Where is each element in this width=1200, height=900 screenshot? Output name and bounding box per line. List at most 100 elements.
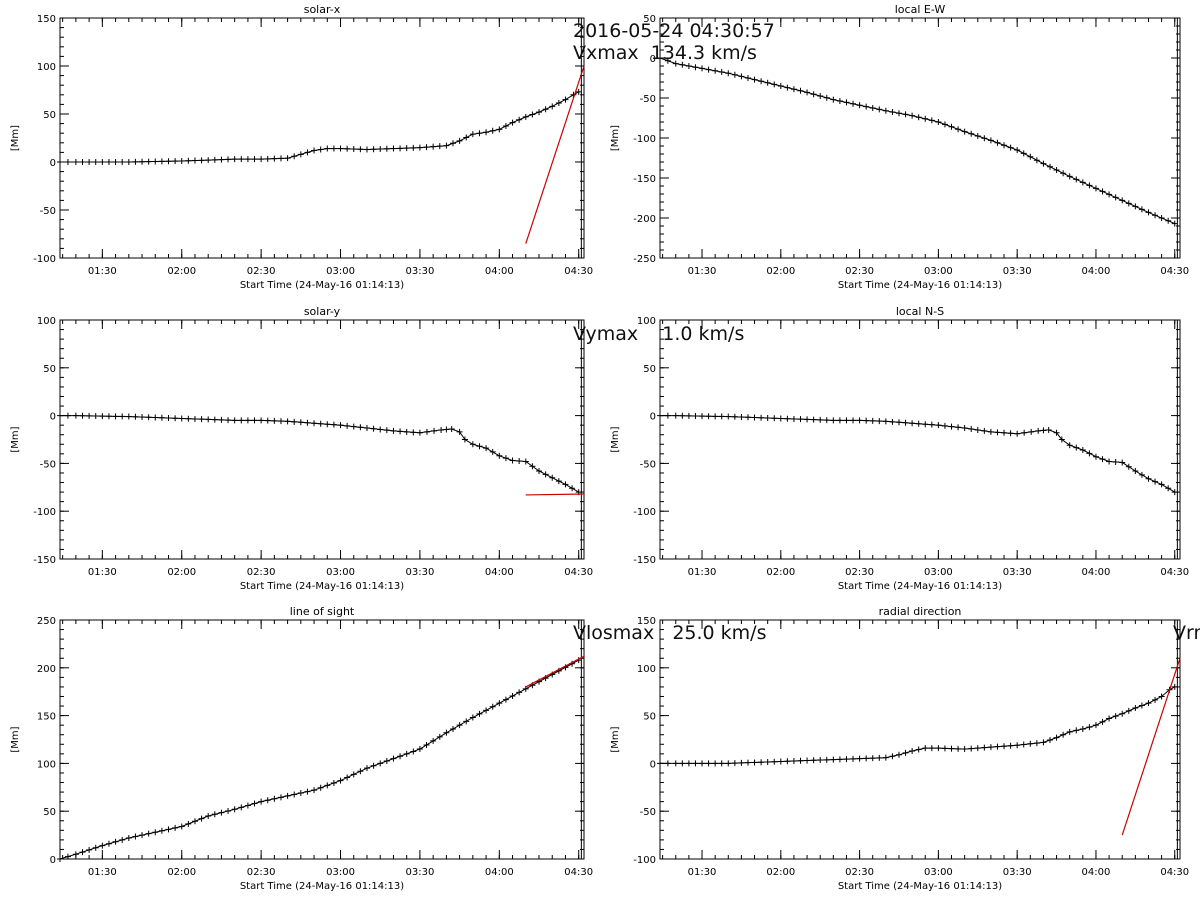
data-point — [935, 422, 942, 429]
data-point — [1073, 444, 1080, 451]
series-line — [660, 415, 1175, 493]
data-point — [57, 412, 63, 419]
data-point — [431, 427, 438, 434]
data-point — [119, 159, 126, 165]
data-point — [350, 146, 357, 153]
data-point — [679, 412, 686, 419]
data-point — [1053, 429, 1060, 436]
data-point — [218, 156, 225, 163]
data-point — [1066, 442, 1073, 449]
data-point — [311, 787, 318, 794]
series-line — [60, 415, 579, 493]
x-tick-label: 03:00 — [924, 867, 953, 878]
data-point — [509, 119, 516, 126]
data-point — [522, 458, 529, 465]
data-point — [777, 758, 784, 765]
data-point — [1020, 741, 1027, 748]
x-tick-label: 04:30 — [1160, 567, 1189, 578]
x-tick-label: 01:30 — [688, 266, 717, 277]
y-tick-label: 100 — [637, 664, 656, 675]
x-tick-label: 01:30 — [688, 867, 717, 878]
data-point — [869, 105, 876, 111]
data-point — [350, 771, 357, 778]
data-point — [1171, 489, 1178, 496]
data-point — [509, 693, 516, 700]
data-point — [790, 415, 797, 422]
data-point — [948, 745, 955, 752]
x-axis-label: Start Time (24-May-16 01:14:13) — [240, 881, 404, 892]
data-point — [284, 155, 291, 162]
data-point — [935, 119, 942, 125]
data-point — [1132, 704, 1139, 711]
data-point — [657, 55, 663, 61]
data-point — [797, 757, 804, 764]
data-point — [416, 144, 423, 151]
data-point — [337, 145, 344, 152]
data-point — [297, 419, 304, 426]
data-point — [238, 417, 245, 424]
data-point — [810, 416, 817, 423]
data-point — [731, 760, 738, 767]
data-point — [105, 159, 112, 165]
data-point — [430, 737, 437, 744]
data-point — [284, 792, 291, 799]
y-axis-label: [Mm] — [10, 125, 21, 151]
data-point — [178, 415, 185, 422]
data-point — [1073, 727, 1080, 734]
data-point — [271, 795, 278, 802]
y-tick-label: -100 — [633, 134, 656, 145]
y-tick-label: 100 — [37, 316, 56, 327]
data-point — [889, 753, 896, 760]
data-point — [72, 851, 79, 858]
data-point — [291, 418, 298, 425]
data-point — [804, 89, 811, 96]
data-point — [211, 811, 218, 818]
data-point — [961, 746, 968, 753]
data-point — [784, 84, 791, 91]
data-point — [350, 423, 357, 430]
data-point — [744, 414, 751, 421]
data-point — [542, 106, 549, 113]
data-point — [915, 114, 922, 121]
data-point — [817, 416, 824, 423]
data-point — [152, 829, 159, 836]
plot-frame — [59, 619, 585, 860]
x-tick-label: 03:30 — [1003, 266, 1032, 277]
data-point — [1020, 150, 1027, 157]
data-point — [738, 759, 745, 766]
data-point — [284, 418, 291, 425]
data-point — [244, 417, 251, 424]
data-point — [889, 418, 896, 425]
y-axis-label: [Mm] — [610, 125, 621, 151]
data-point — [1014, 147, 1021, 153]
x-tick-label: 03:00 — [326, 266, 355, 277]
data-point — [1132, 468, 1139, 475]
data-point — [86, 846, 93, 853]
data-point — [86, 412, 93, 419]
x-axis-label: Start Time (24-May-16 01:14:13) — [838, 881, 1002, 892]
data-point — [876, 754, 883, 761]
y-tick-label: 150 — [37, 712, 56, 723]
data-point — [744, 75, 751, 81]
data-point — [383, 145, 390, 152]
data-point — [823, 417, 830, 424]
data-point — [1092, 185, 1099, 192]
y-tick-label: -150 — [33, 555, 56, 566]
data-point — [549, 474, 556, 481]
x-tick-label: 04:00 — [1082, 266, 1111, 277]
y-tick-label: -50 — [40, 459, 56, 470]
data-point — [1092, 722, 1099, 729]
data-point — [1058, 436, 1065, 443]
data-point — [1053, 167, 1060, 173]
y-tick-label: 50 — [643, 712, 656, 723]
data-point — [363, 425, 370, 432]
y-tick-label: -100 — [33, 507, 56, 518]
data-point — [403, 145, 410, 152]
data-point — [1106, 458, 1113, 465]
data-point — [397, 753, 404, 760]
data-point — [850, 100, 857, 107]
data-point — [1145, 700, 1152, 707]
data-point — [185, 157, 192, 164]
data-point — [699, 65, 706, 72]
data-point — [1171, 220, 1178, 227]
